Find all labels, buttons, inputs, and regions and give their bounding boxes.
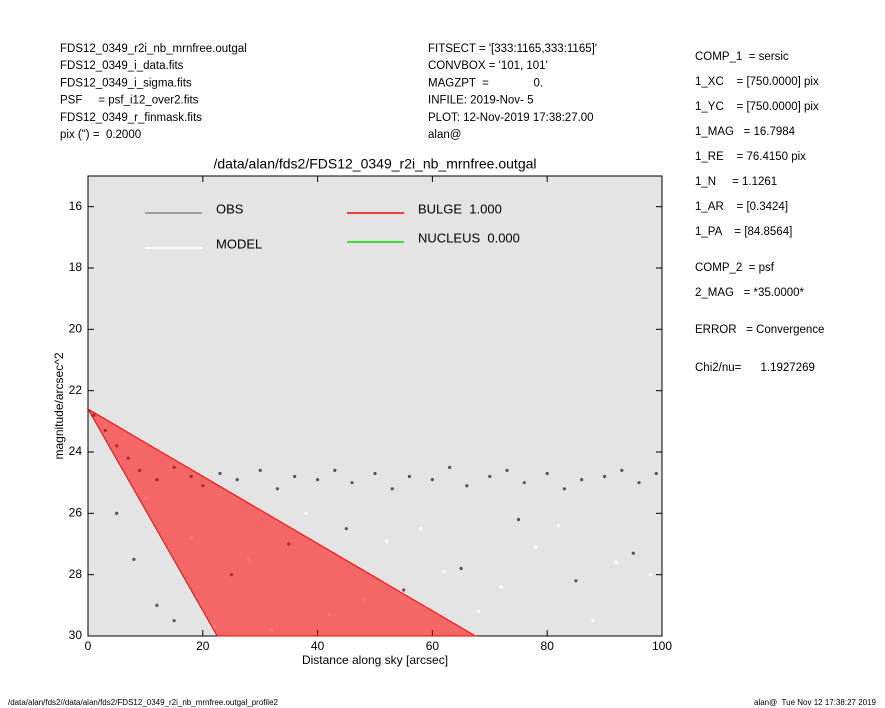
data-point <box>333 468 337 472</box>
header-right-line: Chi2/nu= 1.1927269 <box>695 362 815 374</box>
data-point <box>350 481 354 485</box>
y-tick-label: 20 <box>69 322 83 336</box>
data-point <box>172 619 176 623</box>
y-tick-label: 22 <box>69 383 83 397</box>
data-point <box>235 478 239 482</box>
header-left-line: FDS12_0349_i_data.fits <box>60 60 184 72</box>
header-middle-line: MAGZPT = 0. <box>428 77 543 89</box>
y-tick-label: 18 <box>69 260 83 274</box>
data-point <box>316 478 320 482</box>
data-point <box>155 603 159 607</box>
data-point <box>614 560 618 565</box>
data-point <box>557 524 561 528</box>
footer-left: /data/alan/fds2//data/alan/fds2/FDS12_03… <box>8 698 279 707</box>
data-point <box>448 465 452 469</box>
header-right-line: ERROR = Convergence <box>695 324 824 336</box>
chart-title: /data/alan/fds2/FDS12_0349_r2i_nb_mrnfre… <box>214 156 537 172</box>
header-middle-line: INFILE: 2019-Nov- 5 <box>428 95 533 107</box>
header-left-line: FDS12_0349_i_sigma.fits <box>60 77 192 89</box>
data-point <box>390 487 394 491</box>
data-point <box>505 468 509 472</box>
x-tick-label: 100 <box>652 639 672 653</box>
header-left-line: FDS12_0349_r_finmask.fits <box>60 112 202 124</box>
y-tick-label: 26 <box>69 506 83 520</box>
data-point <box>499 585 503 589</box>
data-point <box>654 471 658 476</box>
header-left-line: PSF = psf_i12_over2.fits <box>60 95 199 107</box>
data-point <box>465 484 469 488</box>
data-point <box>293 474 297 479</box>
header-middle-line: PLOT: 12-Nov-2019 17:38:27.00 <box>428 112 594 124</box>
data-point <box>648 573 653 577</box>
header-right-line: 1_AR = [0.3424] <box>695 201 788 213</box>
x-tick-label: 80 <box>541 639 555 653</box>
data-point <box>304 511 308 515</box>
header-right-line: 1_RE = 76.4150 pix <box>695 151 806 163</box>
data-point <box>620 468 624 472</box>
y-axis-label: magnitude/arcsec^2 <box>52 352 66 459</box>
header-right-line: 2_MAG = *35.0000* <box>695 287 805 299</box>
data-point <box>580 478 584 482</box>
data-point <box>442 570 446 574</box>
data-point <box>562 487 567 491</box>
header-right-line: COMP_2 = psf <box>695 262 775 274</box>
data-point <box>637 481 641 485</box>
data-point <box>574 579 578 583</box>
data-point <box>591 619 595 623</box>
header-right-line: 1_N = 1.1261 <box>695 176 777 188</box>
data-point <box>631 551 635 555</box>
bulge-model-area <box>86 407 478 637</box>
x-tick-label: 40 <box>311 639 325 653</box>
data-point <box>534 545 538 549</box>
data-point <box>407 474 412 479</box>
y-tick-label: 24 <box>69 444 83 458</box>
x-axis-label: Distance along sky [arcsec] <box>302 653 448 667</box>
data-point <box>516 517 521 522</box>
data-point <box>430 478 434 482</box>
header-right-line: 1_PA = [84.8564] <box>695 226 792 238</box>
data-point <box>373 471 377 476</box>
data-point <box>419 527 423 531</box>
data-point <box>522 481 526 485</box>
y-tick-label: 30 <box>69 628 83 642</box>
data-point <box>603 474 607 479</box>
data-point <box>459 566 463 571</box>
data-point <box>344 527 348 531</box>
header-right-line: 1_YC = [750.0000] pix <box>695 101 819 113</box>
x-tick-label: 60 <box>426 639 440 653</box>
header-middle-line: CONVBOX = '101, 101' <box>428 60 548 72</box>
y-tick-label: 28 <box>69 567 83 581</box>
data-point <box>258 468 262 472</box>
header-right-line: 1_MAG = 16.7984 <box>695 126 796 138</box>
plot-area <box>87 175 663 637</box>
header-middle-line: alan@ <box>428 129 461 141</box>
legend-label: MODEL <box>216 236 262 251</box>
data-point <box>476 609 480 614</box>
data-point <box>275 487 280 491</box>
header-middle-line: FITSECT = '[333:1165,333:1165]' <box>428 43 597 55</box>
data-point <box>402 588 406 592</box>
x-tick-label: 20 <box>196 639 210 653</box>
data-point <box>115 511 119 515</box>
header-left-line: FDS12_0349_r2i_nb_mrnfree.outgal <box>60 43 247 55</box>
header-right-line: COMP_1 = sersic <box>695 51 789 63</box>
data-point <box>218 471 222 476</box>
legend-label: NUCLEUS 0.000 <box>418 230 520 245</box>
data-point <box>545 471 549 476</box>
legend-label: OBS <box>216 201 244 216</box>
data-point <box>132 557 136 561</box>
data-point <box>488 474 492 479</box>
data-point <box>384 539 389 543</box>
legend-label: BULGE 1.000 <box>418 201 502 216</box>
footer-right: alan@ Tue Nov 12 17:38:27 2019 <box>754 698 877 707</box>
header-left-line: pix (") = 0.2000 <box>60 129 141 141</box>
x-tick-label: 0 <box>85 639 92 653</box>
header-right-line: 1_XC = [750.0000] pix <box>695 76 819 88</box>
y-tick-label: 16 <box>69 199 83 213</box>
